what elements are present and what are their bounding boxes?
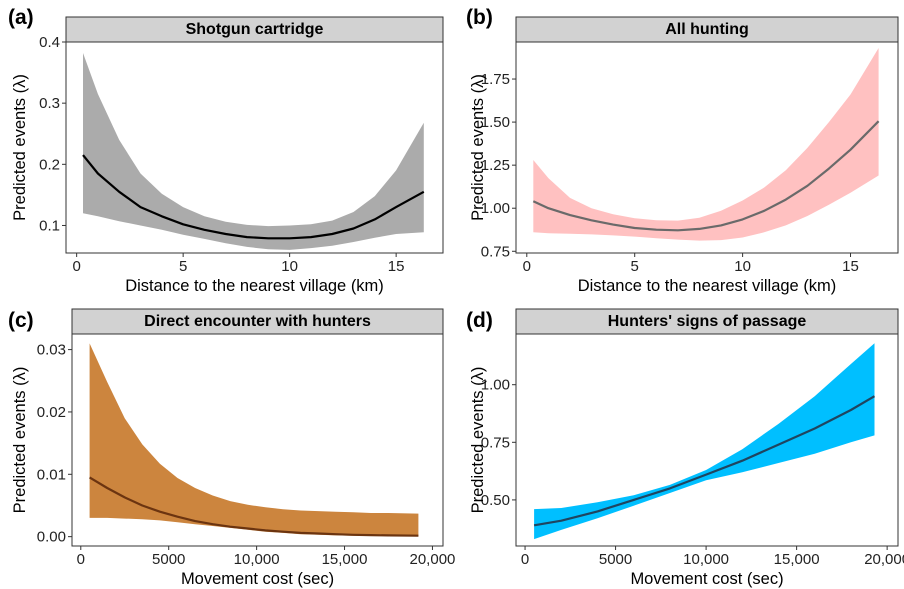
- y-tick-label: 0.01: [37, 466, 66, 483]
- panel-b-x-axis-title: Distance to the nearest village (km): [578, 277, 837, 295]
- panel-c-label: (c): [8, 309, 34, 332]
- x-tick-label: 10,000: [234, 551, 280, 568]
- panel-a-title: Shotgun cartridge: [186, 21, 324, 38]
- x-tick-label: 15: [388, 258, 405, 275]
- panel-d: Hunters' signs of passage 0 5000 10,000 15,0…: [466, 309, 904, 588]
- x-tick-label: 15,000: [322, 551, 368, 568]
- x-tick-label: 5000: [599, 551, 632, 568]
- y-tick-label: 0.4: [39, 34, 60, 51]
- panel-b-y-axis-title: Predicted events (λ): [469, 74, 487, 221]
- panel-c: Direct encounter with hunters 0 5000 10,000…: [8, 309, 455, 588]
- panel-a-label: (a): [8, 6, 34, 29]
- y-tick-label: 0.00: [37, 529, 66, 546]
- x-tick-label: 20,000: [410, 551, 456, 568]
- x-tick-label: 0: [523, 258, 531, 275]
- x-tick-label: 0: [72, 258, 80, 275]
- x-tick-label: 20,000: [864, 551, 904, 568]
- panel-a: Shotgun cartridge 0 5 10 15 0.1 0.2 0.3 0.4 Dista…: [8, 6, 443, 295]
- panel-d-y-axis-title: Predicted events (λ): [469, 367, 487, 514]
- x-tick-label: 15,000: [774, 551, 820, 568]
- x-tick-label: 10,000: [683, 551, 729, 568]
- x-tick-label: 0: [77, 551, 85, 568]
- panel-b-label: (b): [466, 6, 493, 29]
- panel-c-title: Direct encounter with hunters: [144, 313, 371, 330]
- x-tick-label: 5000: [152, 551, 185, 568]
- panel-b-title: All hunting: [665, 21, 749, 38]
- panel-a-y-axis-title: Predicted events (λ): [11, 74, 29, 221]
- y-tick-label: 0.3: [39, 95, 60, 112]
- x-tick-label: 5: [631, 258, 639, 275]
- panel-d-x-axis-title: Movement cost (sec): [630, 570, 783, 588]
- y-tick-label: 0.1: [39, 217, 60, 234]
- panel-c-x-axis-title: Movement cost (sec): [181, 570, 334, 588]
- x-tick-label: 0: [521, 551, 529, 568]
- y-tick-label: 0.2: [39, 156, 60, 173]
- panel-a-x-axis-title: Distance to the nearest village (km): [125, 277, 384, 295]
- x-tick-label: 10: [281, 258, 298, 275]
- panel-c-y-axis-title: Predicted events (λ): [11, 367, 29, 514]
- y-tick-label: 0.03: [37, 342, 66, 359]
- panel-d-title: Hunters' signs of passage: [608, 313, 807, 330]
- x-tick-label: 10: [734, 258, 751, 275]
- panel-d-label: (d): [466, 309, 493, 332]
- y-tick-label: 0.75: [481, 243, 510, 260]
- y-tick-label: 0.02: [37, 404, 66, 421]
- x-tick-label: 5: [179, 258, 187, 275]
- x-tick-label: 15: [842, 258, 859, 275]
